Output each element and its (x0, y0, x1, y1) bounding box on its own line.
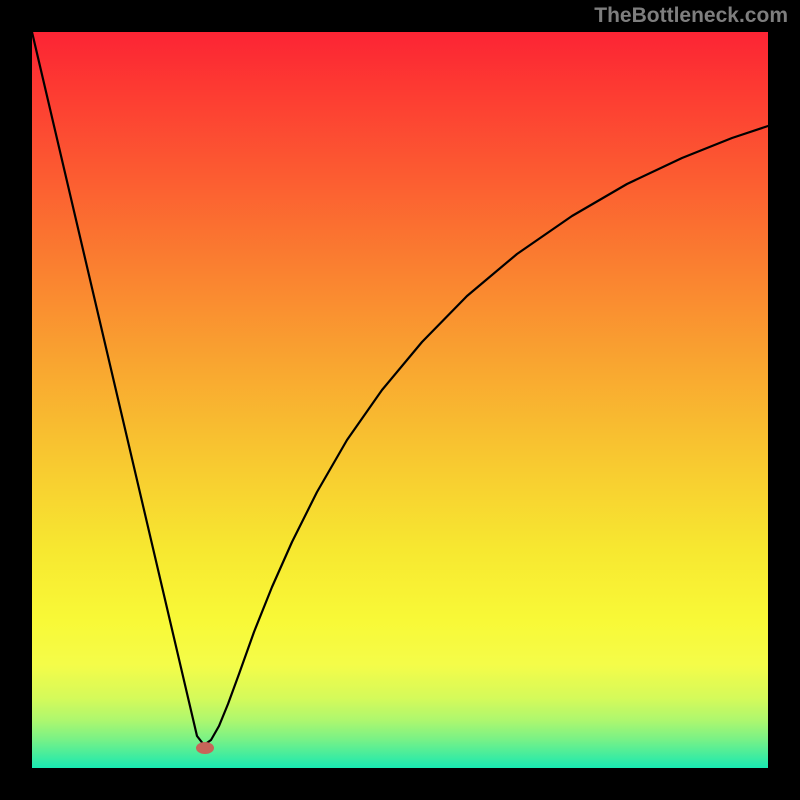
chart-container: TheBottleneck.com (0, 0, 800, 800)
curve-layer (32, 32, 768, 768)
watermark-text: TheBottleneck.com (594, 4, 788, 28)
bottleneck-curve (32, 32, 768, 745)
plot-area (32, 32, 768, 768)
min-marker (196, 742, 214, 754)
